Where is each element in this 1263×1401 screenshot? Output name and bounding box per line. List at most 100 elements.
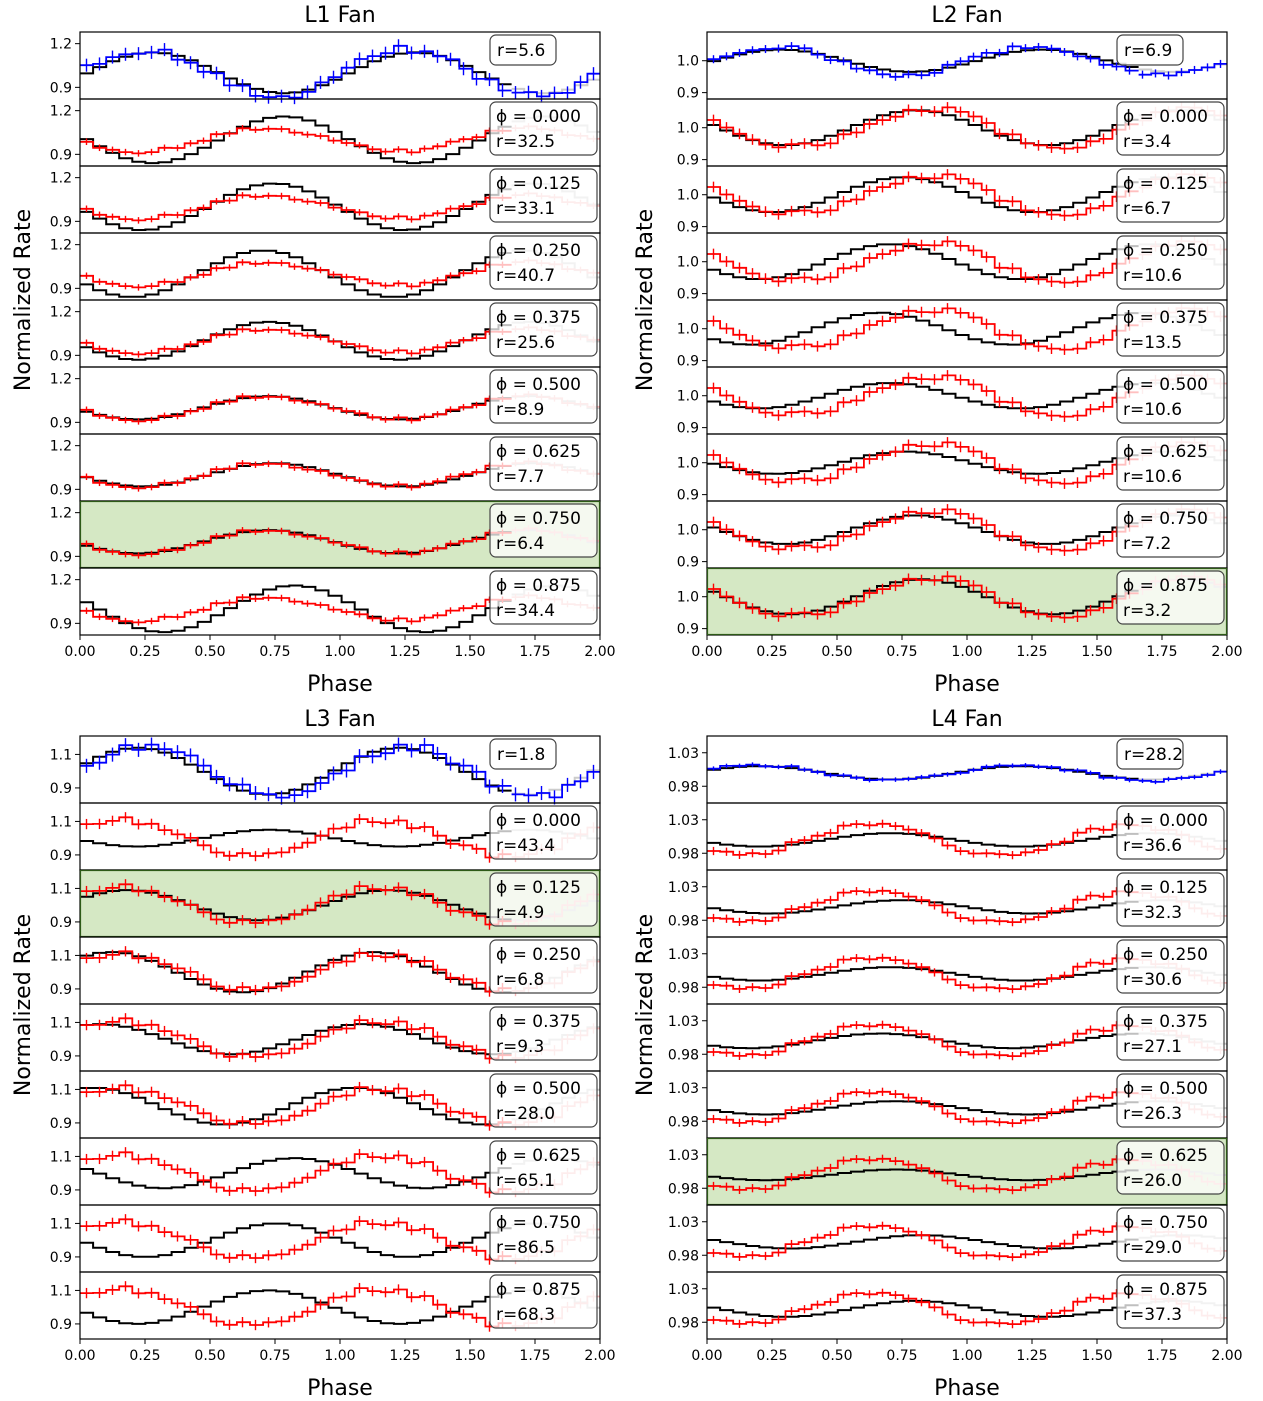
x-tick-label: 1.75: [519, 644, 550, 660]
x-axis: 0.00 0.25 0.50 0.75 1.00 1.25 1.50 1.75 2.00: [691, 635, 1243, 660]
r-value-label: r=43.4: [496, 836, 555, 856]
x-tick-label: 1.25: [1016, 644, 1047, 660]
annotation-box: [1116, 1207, 1225, 1262]
phi-label: ϕ = 0.750: [496, 1213, 581, 1233]
phi-label: ϕ = 0.125: [1123, 174, 1208, 194]
annotation-box: [1116, 570, 1225, 625]
r-value-label: r=7.2: [1123, 534, 1171, 554]
r-value-label: r=7.7: [496, 467, 544, 487]
observed-curve: [80, 950, 512, 993]
observed-curve: [707, 374, 1139, 418]
r-value-label: r=3.2: [1123, 601, 1171, 621]
phi-label: ϕ = 0.250: [1123, 945, 1208, 965]
phi-label: ϕ = 0.625: [496, 442, 581, 462]
y-tick-label: 1.03: [668, 1014, 699, 1030]
phi-label: ϕ = 0.125: [496, 878, 581, 898]
r-value-label: r=32.5: [496, 132, 555, 152]
y-tick-label: 0.9: [677, 220, 699, 236]
highlight-frame: [706, 567, 1228, 636]
observed-curve: [707, 822, 1139, 856]
observed-curve: [80, 816, 512, 859]
panel-3: 0.98 1.03 ϕ = 0.250 r=30.6: [668, 936, 1228, 1005]
y-tick-label: 0.9: [50, 1116, 72, 1132]
annotation-box: [1116, 738, 1184, 770]
panel-4: 0.9 1.2 ϕ = 0.375 r=25.6: [50, 299, 601, 368]
panel-8: 0.9 1.1 ϕ = 0.875 r=68.3: [50, 1271, 601, 1340]
x-tick-label: 0.50: [821, 644, 852, 660]
y-tick-label: 1.0: [677, 590, 699, 606]
y-tick-label: 0.9: [677, 287, 699, 303]
annotation-box: [1116, 1073, 1225, 1128]
r-value-label: r=28.2: [1124, 745, 1183, 765]
r-value-label: r=65.1: [496, 1171, 555, 1191]
x-tick-label: 1.00: [324, 644, 355, 660]
x-tick-label: 1.75: [1146, 644, 1177, 660]
panel-1: 0.9 1.2 ϕ = 0.000 r=32.5: [50, 98, 601, 167]
annotation-box: [489, 805, 598, 860]
model-curve: [80, 828, 512, 848]
annotation-box: [1116, 805, 1225, 860]
observed-curve: [80, 1084, 512, 1127]
panel-8: 0.9 1.2 ϕ = 0.875 r=34.4: [50, 567, 601, 636]
y-tick-label: 1.1: [50, 747, 72, 763]
phi-label: ϕ = 0.375: [496, 308, 581, 328]
x-tick-label: 1.50: [454, 1348, 485, 1364]
phi-label: ϕ = 0.875: [496, 576, 581, 596]
model-curve: [707, 1100, 1139, 1116]
observed-curve-faded: [1138, 63, 1227, 77]
model-curve: [80, 182, 512, 231]
phi-label: ϕ = 0.250: [496, 241, 581, 261]
y-tick-label: 0.9: [50, 415, 72, 431]
panel-8: 0.9 1.0 ϕ = 0.875 r=3.2: [677, 567, 1228, 638]
y-tick-label: 1.2: [50, 506, 72, 522]
observed-curve-faded: [511, 72, 600, 98]
observed-curve: [80, 1151, 512, 1194]
observed-curve: [80, 883, 512, 926]
annotation-box: [489, 939, 598, 994]
x-tick-label: 0.50: [194, 1348, 225, 1364]
y-tick-label: 1.03: [668, 746, 699, 762]
r-value-label: r=40.7: [496, 266, 555, 286]
observed-curve: [80, 44, 512, 99]
x-tick-label: 2.00: [1211, 1348, 1242, 1364]
annotation-box: [489, 168, 598, 223]
annotation-box: [489, 34, 557, 66]
panel-7: 0.9 1.0 ϕ = 0.750 r=7.2: [677, 500, 1228, 571]
annotation-box: [1116, 369, 1225, 424]
observed-curve: [80, 1285, 512, 1328]
y-tick-label: 1.1: [50, 1082, 72, 1098]
model-curve: [707, 382, 1139, 410]
x-axis-label: Phase: [307, 1376, 373, 1401]
y-tick-label: 0.9: [677, 421, 699, 437]
y-tick-label: 0.9: [50, 781, 72, 797]
y-axis-label: Normalized Rate: [633, 914, 658, 1096]
phi-label: ϕ = 0.625: [496, 1146, 581, 1166]
panel-6: 0.98 1.03 ϕ = 0.625 r=26.0: [668, 1137, 1228, 1206]
phi-label: ϕ = 0.500: [496, 375, 581, 395]
y-tick-label: 0.9: [50, 214, 72, 230]
observed-curve: [707, 173, 1139, 217]
y-tick-label: 1.0: [677, 322, 699, 338]
observed-curve: [80, 127, 512, 155]
annotation-box: [489, 1274, 598, 1329]
panel-1: 0.9 1.0 ϕ = 0.000 r=3.4: [677, 98, 1228, 169]
chart-title: L3 Fan: [304, 707, 375, 732]
y-tick-label: 0.9: [50, 482, 72, 498]
y-tick-label: 1.1: [50, 1283, 72, 1299]
r-value-label: r=33.1: [496, 199, 555, 219]
y-tick-label: 0.98: [668, 1181, 699, 1197]
observed-curve: [80, 529, 512, 557]
phi-label: ϕ = 0.000: [496, 107, 581, 127]
x-tick-label: 0.00: [691, 1348, 722, 1364]
y-tick-label: 0.9: [677, 354, 699, 370]
panel-observed: 0.9 1.2 r=5.6: [50, 31, 601, 105]
phi-label: ϕ = 0.500: [1123, 375, 1208, 395]
observed-curve: [707, 441, 1139, 485]
annotation-box: [1116, 302, 1225, 357]
phi-label: ϕ = 0.875: [1123, 576, 1208, 596]
annotation-box: [1116, 34, 1184, 66]
observed-curve: [707, 508, 1139, 552]
y-tick-label: 0.9: [50, 1049, 72, 1065]
